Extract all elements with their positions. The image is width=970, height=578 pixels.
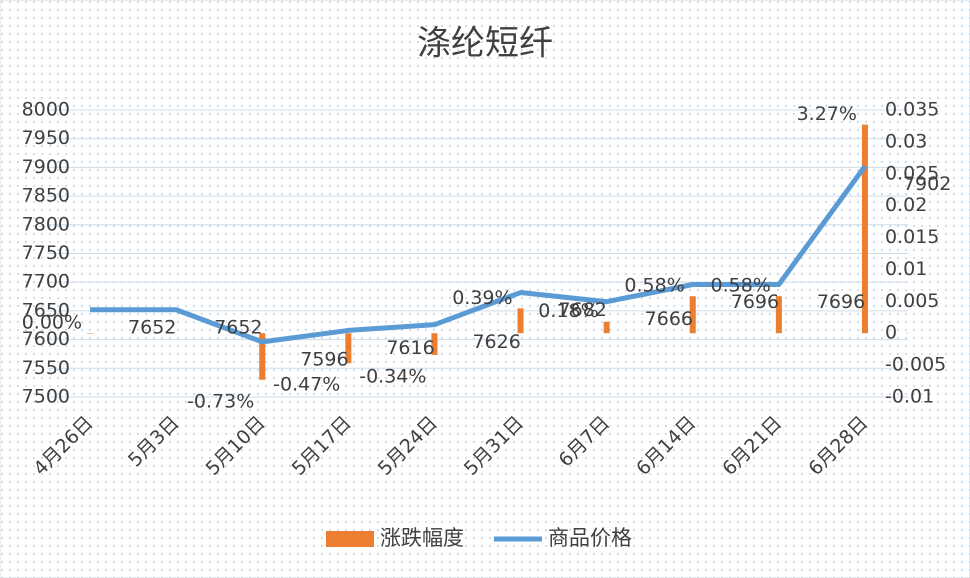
- legend-label: 商品价格: [548, 526, 632, 550]
- data-label: 0.58%: [710, 275, 770, 297]
- y-tick-label: 7850: [22, 185, 70, 207]
- bar: [775, 296, 782, 334]
- y-tick-label: 7950: [22, 127, 70, 149]
- y2-tick-label: 0.035: [885, 99, 939, 121]
- y2-tick-label: -0.01: [885, 386, 934, 408]
- data-label: 0.39%: [452, 287, 512, 309]
- y-tick-label: 7550: [22, 357, 70, 379]
- data-label: 7696: [731, 291, 779, 313]
- y-tick-label: 7700: [22, 271, 70, 293]
- bar: [259, 333, 266, 380]
- y-tick-label: 7600: [22, 328, 70, 350]
- y-tick-label: 7500: [22, 386, 70, 408]
- data-label: 3.27%: [797, 103, 857, 125]
- data-label: -0.47%: [273, 374, 340, 396]
- bar: [431, 333, 438, 355]
- y-tick-label: 8000: [22, 99, 70, 121]
- y2-tick-label: 0.015: [885, 226, 939, 248]
- data-label: 0.58%: [624, 275, 684, 297]
- data-label: 7696: [817, 291, 865, 313]
- data-label: 0.18%: [538, 300, 598, 322]
- data-label: 7666: [645, 308, 693, 330]
- y-tick-label: 7900: [22, 156, 70, 178]
- y2-tick-label: 0.02: [885, 194, 927, 216]
- data-label: 7682: [559, 299, 607, 321]
- data-label: 7652: [214, 316, 262, 338]
- y-tick-label: 7750: [22, 242, 70, 264]
- y2-tick-label: 0.01: [885, 258, 927, 280]
- legend-swatch: [326, 531, 374, 547]
- y-tick-label: 7650: [22, 299, 70, 321]
- data-label: 7596: [300, 348, 348, 370]
- bar: [345, 333, 352, 364]
- line: [90, 164, 867, 345]
- y-tick-label: 7800: [22, 213, 70, 235]
- y2-tick-label: 0.005: [885, 290, 939, 312]
- bar: [861, 124, 868, 334]
- bar: [689, 296, 696, 334]
- data-label: 0.00%: [22, 312, 82, 334]
- data-label: -0.34%: [359, 365, 426, 387]
- y2-tick-label: 0: [885, 322, 897, 344]
- chart-title: 涤纶短纤: [417, 24, 553, 64]
- legend-label: 涨跌幅度: [380, 526, 464, 550]
- data-label: 7902: [903, 173, 951, 195]
- y2-tick-label: 0.03: [885, 130, 927, 152]
- bar: [603, 321, 610, 334]
- data-label: -0.73%: [187, 390, 254, 412]
- data-label: 7652: [128, 316, 176, 338]
- bar: [87, 333, 94, 334]
- data-label: 7626: [472, 331, 520, 353]
- y2-tick-label: -0.005: [885, 354, 946, 376]
- data-label: 7616: [386, 337, 434, 359]
- y2-tick-label: 0.025: [885, 162, 939, 184]
- bar: [517, 308, 524, 334]
